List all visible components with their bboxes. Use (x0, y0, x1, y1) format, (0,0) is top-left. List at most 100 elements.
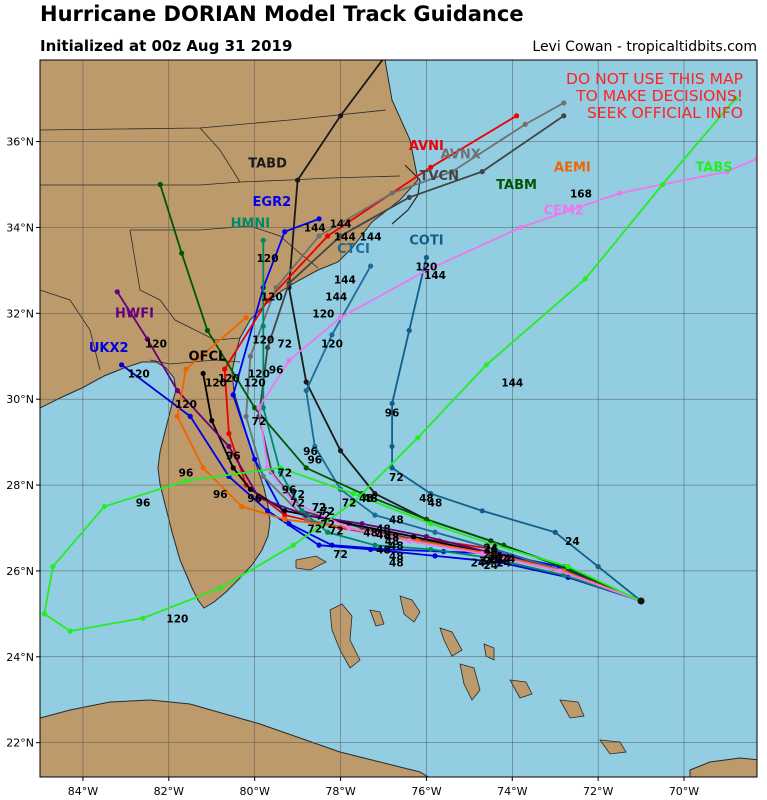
track-point-egr2 (282, 229, 288, 235)
hour-label-ukx2: 72 (333, 549, 348, 561)
track-point-cem2 (754, 156, 757, 162)
track-point-ukx2 (367, 546, 374, 553)
hour-label-coti: 24 (565, 536, 580, 548)
track-point-coti (389, 400, 395, 407)
track-point-tabs (350, 491, 357, 497)
lon-tick-label: 80°W (239, 785, 269, 798)
lon-tick-label: 76°W (411, 785, 441, 798)
track-point-tabs (67, 628, 73, 634)
track-point-avni (226, 430, 232, 437)
hour-label-hwfi: 120 (145, 339, 167, 351)
hour-label-ofcl: 120 (205, 377, 227, 389)
track-point-tabd (337, 448, 344, 454)
hour-label-aemi: 72 (290, 498, 305, 510)
us-mainland (40, 60, 419, 609)
hour-label-hmni: 48 (376, 545, 391, 557)
lon-tick-label: 74°W (497, 785, 527, 798)
lon-tick-label: 84°W (68, 785, 98, 798)
track-point-tabd (303, 379, 309, 385)
track-point-hmni (260, 405, 266, 411)
track-point-tabs (217, 585, 223, 591)
hour-label-avnx: 144 (360, 231, 382, 243)
init-time: Initialized at 00z Aug 31 2019 (40, 37, 293, 55)
track-point-avni (513, 113, 520, 119)
track-point-ukx2 (187, 413, 193, 419)
track-point-avnx (449, 169, 455, 175)
track-point-ctci (312, 443, 318, 450)
track-point-cem2 (286, 357, 292, 364)
forecast-hour-labels: 2448729612024487212014424487212014424487… (128, 188, 592, 625)
track-point-tvcn (479, 169, 485, 175)
track-point-aemi (282, 516, 288, 522)
track-point-tabs (492, 542, 498, 548)
hour-label-aemi: 120 (175, 399, 197, 411)
hour-label-avni: 24 (501, 553, 516, 565)
hour-label-tabs: 72 (277, 467, 292, 479)
track-point-cem2 (346, 525, 352, 531)
track-point-aemi (243, 315, 249, 321)
hour-label-hwfi: 72 (290, 489, 305, 501)
track-point-coti (406, 327, 412, 334)
hour-label-tabd: 120 (261, 291, 283, 303)
track-point-tabm (303, 465, 309, 471)
lat-tick-label: 34°N (6, 221, 34, 234)
hour-label-ofcl: 72 (320, 506, 335, 518)
hour-label-tabs: 96 (136, 498, 151, 510)
lon-tick-label: 82°W (154, 785, 184, 798)
hour-label-ctci: 96 (303, 446, 318, 458)
track-point-coti (552, 529, 558, 535)
track-point-ctci (367, 263, 374, 269)
track-point-cem2 (518, 224, 524, 231)
track-point-tabm (252, 405, 258, 411)
axis-ticks: 84°W 82°W 80°W 78°W 76°W 74°W 72°W 70°W 22°N 24°N… (6, 136, 699, 798)
lat-tick-label: 26°N (6, 565, 34, 578)
hour-label-cem2: 96 (269, 364, 284, 376)
track-point-tvcn (286, 280, 292, 286)
hour-label-hmni: 72 (252, 416, 267, 428)
track-point-egr2 (230, 392, 236, 398)
track-point-hwfi (423, 533, 430, 540)
hour-label-avnx: 72 (320, 519, 335, 531)
lat-tick-label: 28°N (6, 479, 34, 492)
lat-tick-label: 36°N (6, 136, 34, 149)
track-point-ctci (432, 529, 438, 535)
track-point-hmni (428, 546, 434, 553)
hour-label-tabd: 24 (483, 543, 498, 555)
track-point-avni (282, 512, 288, 518)
model-name-cem2: CEM2 (544, 204, 584, 219)
model-name-ctci: CTCI (337, 242, 370, 257)
track-point-cem2 (290, 499, 296, 505)
hour-label-aemi: 96 (213, 489, 228, 501)
track-point-avni (428, 164, 434, 170)
track-line-ctci (305, 265, 642, 602)
track-point-ctci (303, 387, 309, 394)
track-point-avnx (260, 473, 266, 480)
track-point-tabs (183, 478, 189, 484)
model-name-aemi: AEMI (554, 161, 591, 176)
track-point-hwfi (114, 289, 120, 295)
model-name-hwfi: HWFI (115, 307, 154, 322)
hour-label-cem2: 144 (424, 270, 446, 282)
track-point-tabs (415, 435, 421, 441)
hour-label-tabs: 48 (359, 493, 374, 505)
hour-label-tvcn: 120 (248, 369, 270, 381)
cuba (40, 699, 430, 777)
hour-label-tabd: 96 (307, 455, 322, 467)
hour-label-cem2: 120 (312, 309, 334, 321)
hour-label-cem2: 24 (479, 555, 494, 567)
lon-tick-label: 72°W (583, 785, 613, 798)
hour-label-egr2: 120 (257, 253, 279, 265)
hour-label-coti: 48 (428, 498, 443, 510)
hour-label-ukx2: 48 (389, 558, 404, 570)
track-point-aemi (174, 413, 180, 419)
hour-label-hwfi: 48 (363, 528, 378, 540)
hour-label-coti: 96 (385, 407, 400, 419)
track-point-tabs (41, 611, 47, 617)
track-point-avnx (389, 190, 395, 196)
track-point-tabd (372, 491, 378, 497)
track-point-cem2 (617, 190, 623, 196)
track-point-avnx (273, 284, 279, 291)
track-point-hmni (260, 323, 266, 329)
track-point-tabs (659, 181, 666, 188)
hour-label-avni: 120 (218, 373, 240, 385)
